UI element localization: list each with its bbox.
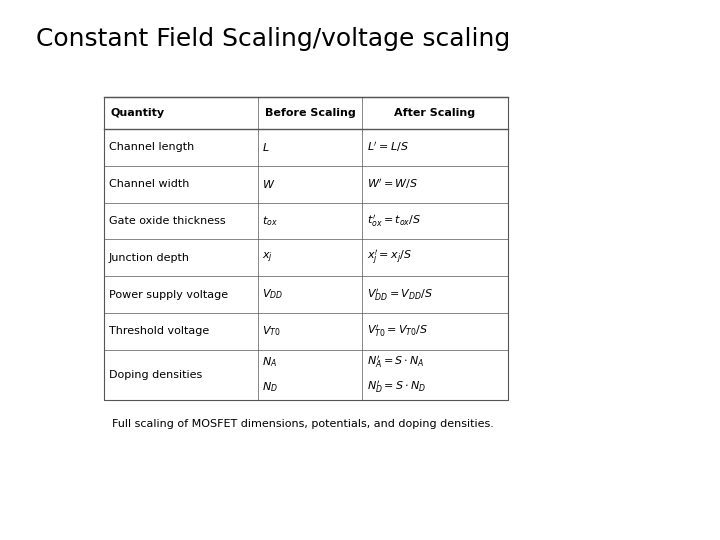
Text: $x_j' = x_j / S$: $x_j' = x_j / S$ [366, 248, 412, 267]
Text: $L' = L / S$: $L' = L / S$ [366, 140, 408, 154]
Text: Constant Field Scaling/voltage scaling: Constant Field Scaling/voltage scaling [36, 27, 510, 51]
Text: $L$: $L$ [262, 141, 269, 153]
Text: Gate oxide thickness: Gate oxide thickness [109, 216, 225, 226]
Text: After Scaling: After Scaling [395, 108, 476, 118]
Text: Threshold voltage: Threshold voltage [109, 326, 209, 336]
Text: $N_D$: $N_D$ [262, 380, 278, 394]
Text: $V_{T0}$: $V_{T0}$ [262, 325, 281, 338]
Text: Channel length: Channel length [109, 143, 194, 152]
Text: Channel width: Channel width [109, 179, 189, 189]
Text: Doping densities: Doping densities [109, 370, 202, 380]
Text: $W$: $W$ [262, 178, 275, 190]
Text: $t_{ox}' = t_{ox} / S$: $t_{ox}' = t_{ox} / S$ [366, 213, 421, 229]
Text: $N_A$: $N_A$ [262, 355, 277, 369]
Text: Full scaling of MOSFET dimensions, potentials, and doping densities.: Full scaling of MOSFET dimensions, poten… [112, 418, 493, 429]
Text: Power supply voltage: Power supply voltage [109, 289, 228, 300]
Text: $W' = W / S$: $W' = W / S$ [366, 177, 418, 191]
Text: $N_D' = S \cdot N_D$: $N_D' = S \cdot N_D$ [366, 379, 426, 395]
Text: $V_{DD}' = V_{DD} / S$: $V_{DD}' = V_{DD} / S$ [366, 287, 433, 302]
Text: Junction depth: Junction depth [109, 253, 190, 263]
Text: $N_A' = S \cdot N_A$: $N_A' = S \cdot N_A$ [366, 354, 424, 370]
Text: Before Scaling: Before Scaling [265, 108, 356, 118]
Text: Quantity: Quantity [110, 108, 164, 118]
Text: $V_{T0}' = V_{T0} / S$: $V_{T0}' = V_{T0} / S$ [366, 323, 428, 339]
Text: $t_{ox}$: $t_{ox}$ [262, 214, 278, 228]
Text: $V_{DD}$: $V_{DD}$ [262, 288, 283, 301]
Text: $x_j$: $x_j$ [262, 251, 273, 265]
